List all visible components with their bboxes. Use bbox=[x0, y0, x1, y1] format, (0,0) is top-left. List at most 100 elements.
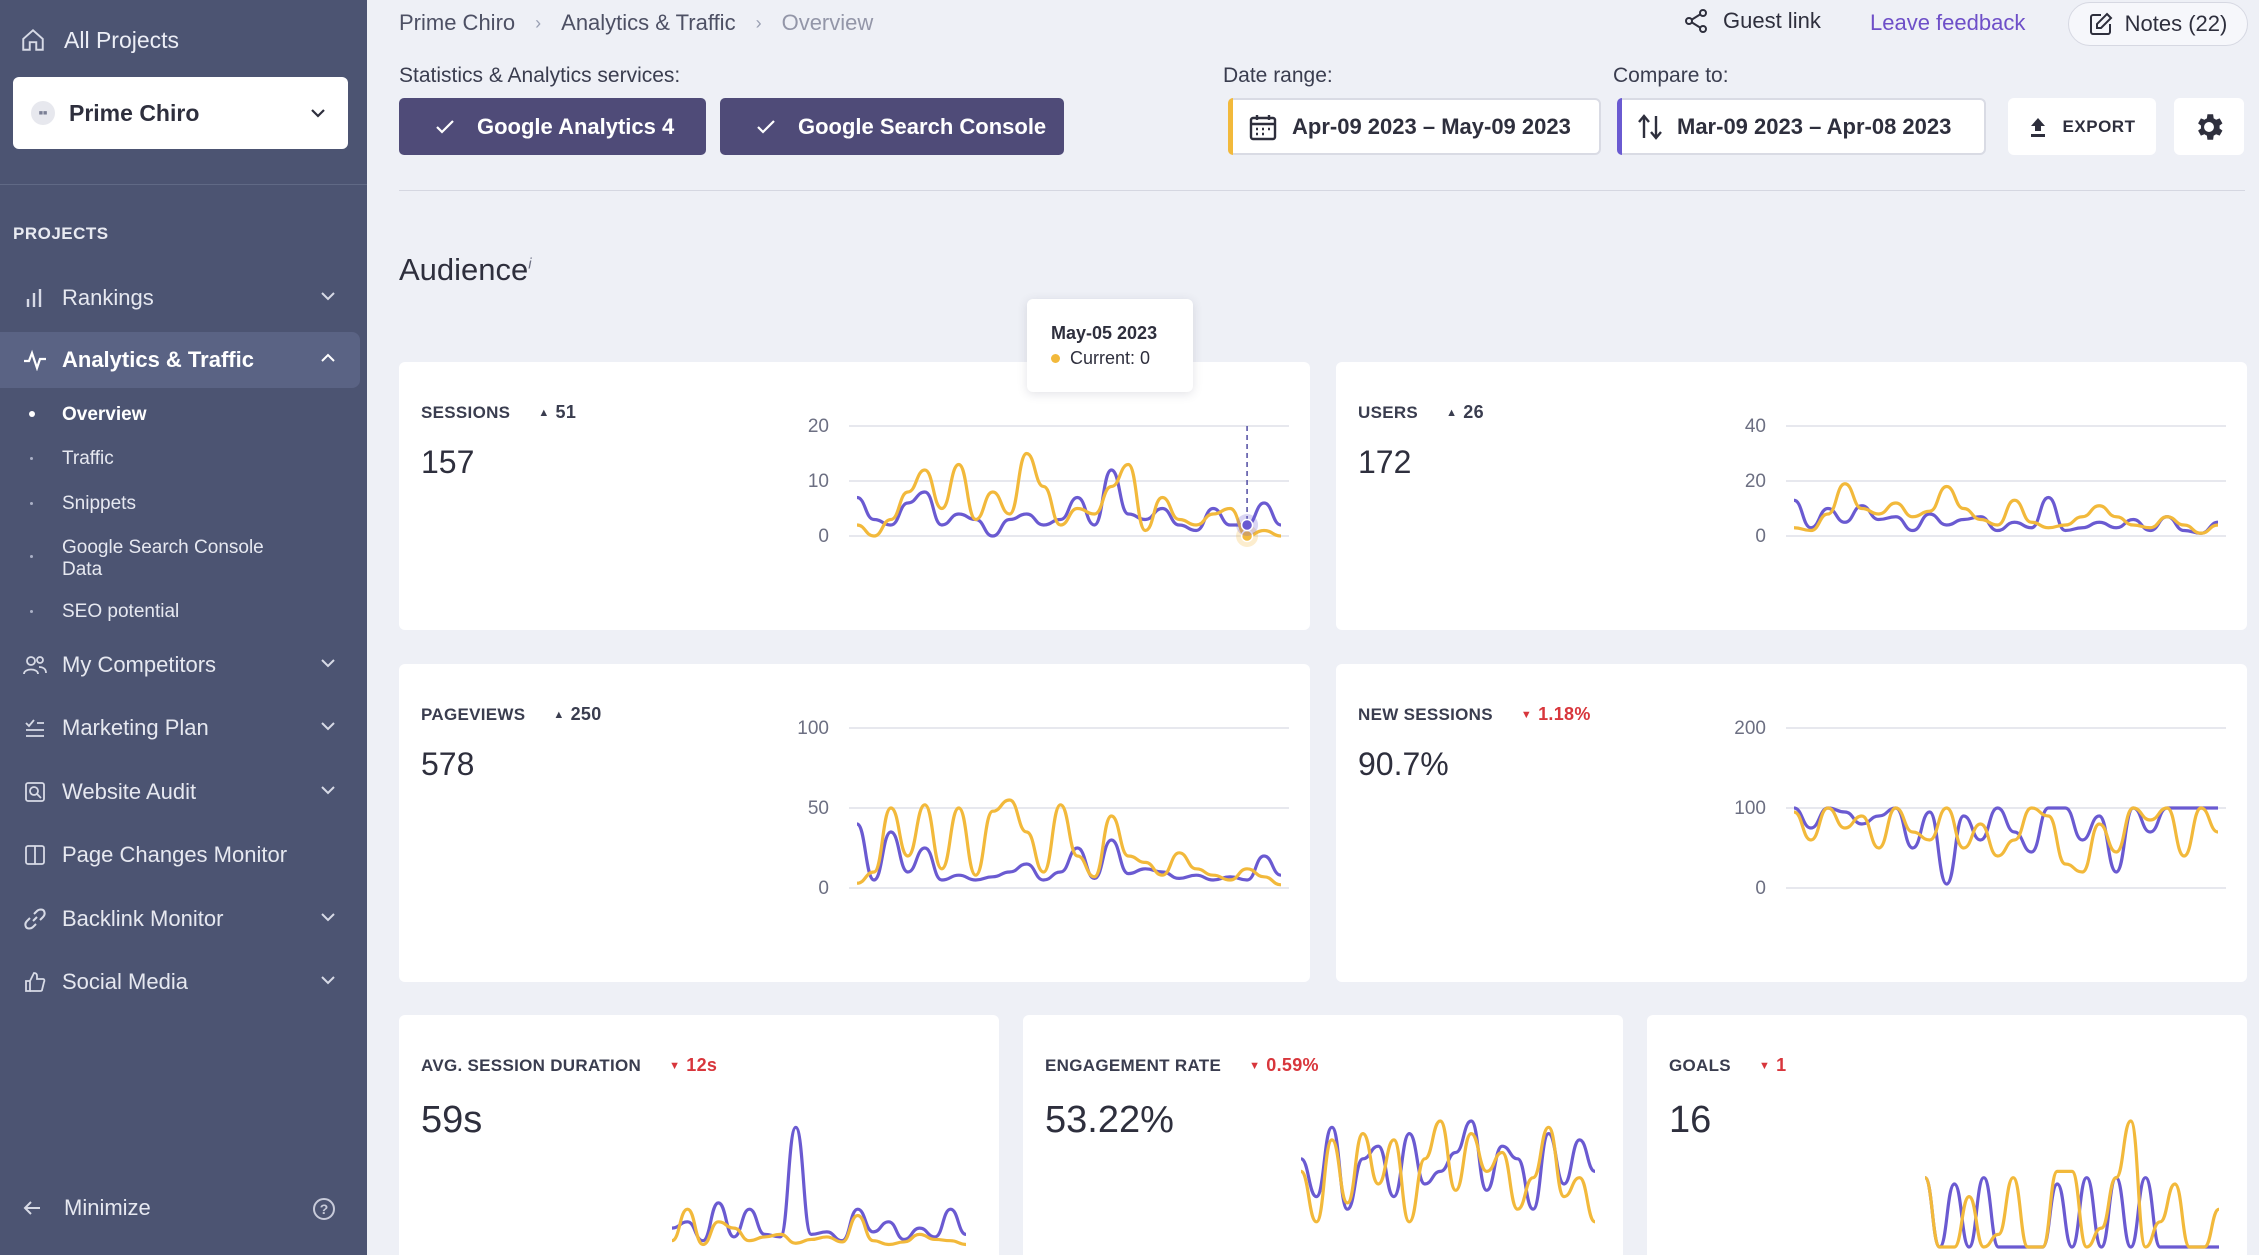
card-title: ENGAGEMENT RATE bbox=[1045, 1055, 1222, 1075]
bar-chart-icon bbox=[22, 285, 48, 311]
check-icon bbox=[757, 119, 775, 134]
edit-note-icon bbox=[2089, 12, 2113, 35]
card-value: 578 bbox=[421, 746, 475, 782]
current-series-line bbox=[1793, 482, 2219, 535]
breadcrumb: Prime Chiro › Analytics & Traffic › Over… bbox=[399, 10, 873, 36]
sidebar-sub-seo-potential[interactable]: SEO potential bbox=[30, 601, 179, 623]
delta-badge: ▲ 250 bbox=[553, 704, 601, 725]
previous-series-line bbox=[671, 1125, 967, 1243]
services-label: Statistics & Analytics services: bbox=[399, 64, 681, 87]
card-title: AVG. SESSION DURATION bbox=[421, 1055, 642, 1075]
guest-link-button[interactable]: Guest link bbox=[1683, 8, 1821, 34]
breadcrumb-project[interactable]: Prime Chiro bbox=[399, 10, 516, 35]
current-series-line bbox=[1793, 806, 2219, 874]
y-tick-label: 0 bbox=[818, 878, 829, 899]
card-title: USERS bbox=[1358, 402, 1419, 422]
sidebar-item-marketing-plan[interactable]: Marketing Plan bbox=[0, 700, 360, 756]
sidebar-item-competitors[interactable]: My Competitors bbox=[0, 637, 360, 693]
new-sessions-card: NEW SESSIONS ▼ 1.18% 90.7% 200 100 0 bbox=[1336, 664, 2247, 982]
goals-sparkline[interactable] bbox=[1917, 1115, 2237, 1255]
y-tick-label: 0 bbox=[1755, 526, 1766, 547]
users-chart[interactable]: 40 20 0 bbox=[1706, 392, 2236, 602]
sidebar-item-analytics-traffic[interactable]: Analytics & Traffic bbox=[0, 332, 360, 388]
delta-badge: ▼ 1.18% bbox=[1521, 704, 1591, 725]
engagement-sparkline[interactable] bbox=[1293, 1115, 1613, 1255]
gear-icon bbox=[2198, 113, 2223, 140]
sidebar-sub-traffic[interactable]: Traffic bbox=[30, 448, 114, 470]
delta-value: 1 bbox=[1776, 1055, 1787, 1075]
triangle-up-icon: ▲ bbox=[553, 708, 565, 721]
chevron-right-icon: › bbox=[535, 12, 542, 33]
y-tick-label: 20 bbox=[1745, 471, 1766, 492]
notes-button[interactable]: Notes (22) bbox=[2068, 2, 2248, 46]
info-icon[interactable]: i bbox=[528, 255, 532, 273]
card-value: 53.22% bbox=[1045, 1099, 1174, 1141]
chevron-up-icon bbox=[321, 353, 335, 362]
breadcrumb-section[interactable]: Analytics & Traffic bbox=[561, 10, 736, 35]
triangle-up-icon: ▲ bbox=[1446, 406, 1458, 419]
all-projects-link[interactable]: All Projects bbox=[0, 0, 367, 80]
sub-item-label: Traffic bbox=[62, 448, 114, 469]
users-icon bbox=[22, 652, 48, 678]
sidebar-item-backlink-monitor[interactable]: Backlink Monitor bbox=[0, 891, 360, 947]
date-range-picker[interactable]: Apr-09 2023 – May-09 2023 bbox=[1228, 98, 1601, 155]
project-name: Prime Chiro bbox=[69, 99, 200, 126]
previous-series-line bbox=[1300, 1119, 1596, 1211]
export-button[interactable]: EXPORT bbox=[2008, 98, 2156, 155]
card-title: SESSIONS bbox=[421, 402, 511, 422]
sidebar-divider bbox=[0, 184, 367, 185]
audit-icon bbox=[22, 779, 48, 805]
minimize-button[interactable]: Minimize ? bbox=[0, 1180, 367, 1236]
share-icon bbox=[1685, 9, 1707, 33]
google-search-console-toggle[interactable]: Google Search Console bbox=[720, 98, 1064, 155]
y-tick-label: 40 bbox=[1745, 416, 1766, 437]
leave-feedback-link[interactable]: Leave feedback bbox=[1870, 10, 2026, 35]
pulse-icon bbox=[22, 347, 48, 373]
delta-value: 26 bbox=[1463, 402, 1484, 422]
settings-button[interactable] bbox=[2174, 98, 2244, 155]
bullet-icon bbox=[30, 457, 33, 460]
sidebar-item-page-changes[interactable]: Page Changes Monitor bbox=[0, 827, 360, 883]
bullet-icon bbox=[30, 610, 33, 613]
triangle-up-icon: ▲ bbox=[538, 406, 550, 419]
sidebar-item-rankings[interactable]: Rankings bbox=[0, 270, 360, 326]
triangle-down-icon: ▼ bbox=[1520, 708, 1533, 721]
triangle-down-icon: ▼ bbox=[669, 1059, 681, 1072]
previous-period-swatch bbox=[1617, 98, 1622, 155]
compare-range-picker[interactable]: Mar-09 2023 – Apr-08 2023 bbox=[1617, 98, 1986, 155]
delta-value: 0.59% bbox=[1266, 1055, 1319, 1075]
sidebar-sub-overview[interactable]: Overview bbox=[29, 404, 147, 426]
sidebar-sub-snippets[interactable]: Snippets bbox=[30, 493, 136, 515]
card-value: 59s bbox=[421, 1099, 483, 1141]
pageviews-chart[interactable]: 100 50 0 bbox=[769, 694, 1299, 954]
chevron-down-icon bbox=[321, 786, 335, 795]
project-selector[interactable]: ■■ Prime Chiro bbox=[13, 77, 348, 149]
new-sessions-chart[interactable]: 200 100 0 bbox=[1706, 694, 2236, 954]
bullet-icon bbox=[30, 502, 33, 505]
sidebar-item-label: Page Changes Monitor bbox=[62, 842, 288, 867]
sub-item-label-line2: Data bbox=[62, 559, 103, 580]
sidebar-item-social-media[interactable]: Social Media bbox=[0, 954, 360, 1010]
sidebar-item-website-audit[interactable]: Website Audit bbox=[0, 764, 360, 820]
sessions-chart[interactable]: 20 10 0 bbox=[769, 392, 1299, 602]
book-icon bbox=[22, 842, 48, 868]
date-range-value: Apr-09 2023 – May-09 2023 bbox=[1292, 113, 1571, 139]
export-label: EXPORT bbox=[2062, 116, 2136, 136]
service-label: Google Search Console bbox=[798, 113, 1047, 139]
y-tick-label: 20 bbox=[808, 416, 829, 437]
previous-series-line bbox=[1793, 495, 2219, 535]
avg-duration-sparkline[interactable] bbox=[664, 1115, 984, 1255]
card-title: PAGEVIEWS bbox=[421, 704, 526, 724]
google-analytics-toggle[interactable]: Google Analytics 4 bbox=[399, 98, 706, 155]
sidebar-sub-gsc-data[interactable]: Google Search Console Data bbox=[30, 537, 264, 581]
card-value: 172 bbox=[1358, 444, 1412, 480]
previous-series-line bbox=[1923, 1176, 2219, 1249]
home-icon bbox=[22, 28, 44, 51]
upload-icon bbox=[2030, 117, 2045, 137]
sidebar-item-label: Website Audit bbox=[62, 779, 197, 804]
tooltip-current: Current: 0 bbox=[1070, 348, 1151, 368]
y-tick-label: 100 bbox=[1734, 798, 1766, 819]
chevron-down-icon bbox=[321, 659, 335, 668]
help-icon[interactable]: ? bbox=[313, 1198, 335, 1220]
compare-label: Compare to: bbox=[1613, 64, 1729, 87]
